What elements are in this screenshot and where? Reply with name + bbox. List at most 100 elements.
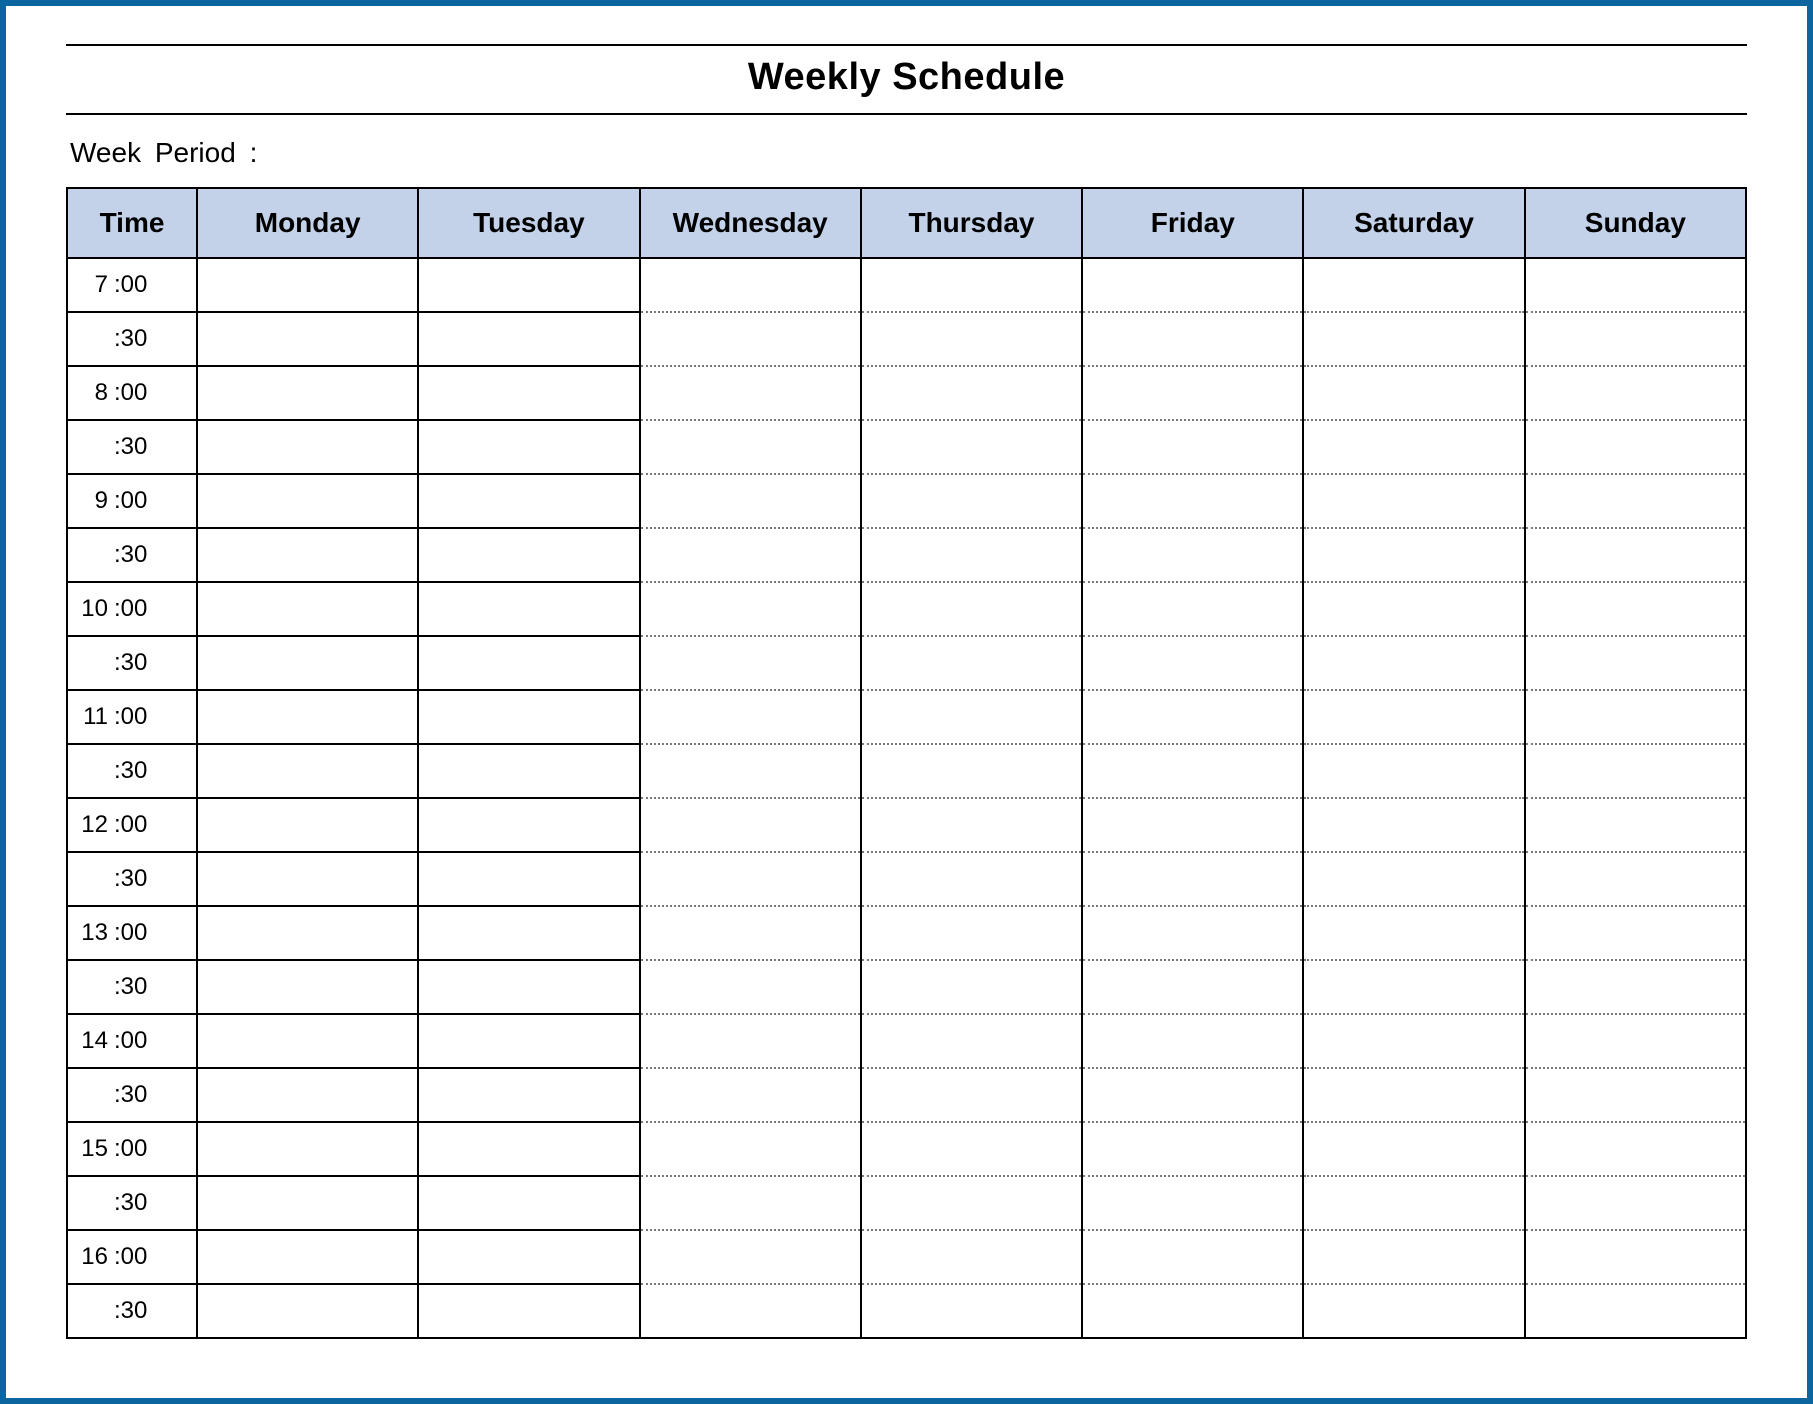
schedule-cell[interactable] [861, 1068, 1082, 1122]
schedule-cell[interactable] [197, 1068, 418, 1122]
schedule-cell[interactable] [418, 1230, 639, 1284]
schedule-cell[interactable] [861, 528, 1082, 582]
schedule-cell[interactable] [861, 366, 1082, 420]
schedule-cell[interactable] [640, 366, 861, 420]
schedule-cell[interactable] [1082, 906, 1303, 960]
schedule-cell[interactable] [640, 1284, 861, 1338]
schedule-cell[interactable] [418, 474, 639, 528]
schedule-cell[interactable] [1082, 744, 1303, 798]
schedule-cell[interactable] [640, 258, 861, 312]
schedule-cell[interactable] [1525, 582, 1746, 636]
schedule-cell[interactable] [1303, 798, 1524, 852]
schedule-cell[interactable] [418, 1068, 639, 1122]
schedule-cell[interactable] [197, 798, 418, 852]
schedule-cell[interactable] [1082, 1122, 1303, 1176]
schedule-cell[interactable] [861, 1230, 1082, 1284]
schedule-cell[interactable] [418, 1284, 639, 1338]
schedule-cell[interactable] [1082, 528, 1303, 582]
schedule-cell[interactable] [1082, 1284, 1303, 1338]
schedule-cell[interactable] [1303, 1230, 1524, 1284]
schedule-cell[interactable] [197, 582, 418, 636]
schedule-cell[interactable] [1082, 1176, 1303, 1230]
schedule-cell[interactable] [1525, 258, 1746, 312]
schedule-cell[interactable] [640, 798, 861, 852]
schedule-cell[interactable] [1303, 744, 1524, 798]
schedule-cell[interactable] [418, 960, 639, 1014]
schedule-cell[interactable] [1082, 960, 1303, 1014]
schedule-cell[interactable] [1082, 1230, 1303, 1284]
schedule-cell[interactable] [861, 1014, 1082, 1068]
schedule-cell[interactable] [1525, 906, 1746, 960]
schedule-cell[interactable] [861, 960, 1082, 1014]
schedule-cell[interactable] [1303, 420, 1524, 474]
schedule-cell[interactable] [418, 420, 639, 474]
schedule-cell[interactable] [861, 636, 1082, 690]
schedule-cell[interactable] [861, 582, 1082, 636]
schedule-cell[interactable] [1303, 258, 1524, 312]
schedule-cell[interactable] [1303, 852, 1524, 906]
schedule-cell[interactable] [1082, 636, 1303, 690]
schedule-cell[interactable] [197, 636, 418, 690]
schedule-cell[interactable] [418, 258, 639, 312]
schedule-cell[interactable] [1082, 798, 1303, 852]
schedule-cell[interactable] [197, 852, 418, 906]
schedule-cell[interactable] [1303, 690, 1524, 744]
schedule-cell[interactable] [418, 852, 639, 906]
schedule-cell[interactable] [861, 906, 1082, 960]
schedule-cell[interactable] [640, 1014, 861, 1068]
schedule-cell[interactable] [1525, 744, 1746, 798]
schedule-cell[interactable] [861, 852, 1082, 906]
schedule-cell[interactable] [640, 582, 861, 636]
schedule-cell[interactable] [640, 1176, 861, 1230]
schedule-cell[interactable] [640, 528, 861, 582]
schedule-cell[interactable] [1303, 636, 1524, 690]
schedule-cell[interactable] [418, 744, 639, 798]
schedule-cell[interactable] [418, 528, 639, 582]
schedule-cell[interactable] [861, 1176, 1082, 1230]
schedule-cell[interactable] [1525, 1176, 1746, 1230]
schedule-cell[interactable] [1082, 1068, 1303, 1122]
schedule-cell[interactable] [1525, 420, 1746, 474]
schedule-cell[interactable] [1525, 798, 1746, 852]
schedule-cell[interactable] [197, 690, 418, 744]
schedule-cell[interactable] [640, 960, 861, 1014]
schedule-cell[interactable] [418, 1122, 639, 1176]
schedule-cell[interactable] [1082, 258, 1303, 312]
schedule-cell[interactable] [640, 744, 861, 798]
schedule-cell[interactable] [640, 1068, 861, 1122]
schedule-cell[interactable] [1082, 474, 1303, 528]
schedule-cell[interactable] [197, 1284, 418, 1338]
schedule-cell[interactable] [1303, 906, 1524, 960]
schedule-cell[interactable] [418, 366, 639, 420]
schedule-cell[interactable] [418, 906, 639, 960]
schedule-cell[interactable] [1525, 1284, 1746, 1338]
schedule-cell[interactable] [861, 690, 1082, 744]
schedule-cell[interactable] [1303, 366, 1524, 420]
schedule-cell[interactable] [1525, 852, 1746, 906]
schedule-cell[interactable] [1525, 474, 1746, 528]
schedule-cell[interactable] [418, 798, 639, 852]
schedule-cell[interactable] [1303, 474, 1524, 528]
schedule-cell[interactable] [640, 1122, 861, 1176]
schedule-cell[interactable] [197, 960, 418, 1014]
schedule-cell[interactable] [197, 1122, 418, 1176]
schedule-cell[interactable] [197, 258, 418, 312]
schedule-cell[interactable] [197, 1230, 418, 1284]
schedule-cell[interactable] [197, 1176, 418, 1230]
schedule-cell[interactable] [197, 366, 418, 420]
schedule-cell[interactable] [640, 312, 861, 366]
schedule-cell[interactable] [1525, 528, 1746, 582]
schedule-cell[interactable] [640, 690, 861, 744]
schedule-cell[interactable] [1525, 312, 1746, 366]
schedule-cell[interactable] [640, 852, 861, 906]
schedule-cell[interactable] [1082, 1014, 1303, 1068]
schedule-cell[interactable] [1525, 1122, 1746, 1176]
schedule-cell[interactable] [861, 312, 1082, 366]
schedule-cell[interactable] [861, 798, 1082, 852]
schedule-cell[interactable] [861, 258, 1082, 312]
schedule-cell[interactable] [861, 1284, 1082, 1338]
schedule-cell[interactable] [418, 312, 639, 366]
schedule-cell[interactable] [1525, 960, 1746, 1014]
schedule-cell[interactable] [1525, 636, 1746, 690]
schedule-cell[interactable] [1525, 1230, 1746, 1284]
